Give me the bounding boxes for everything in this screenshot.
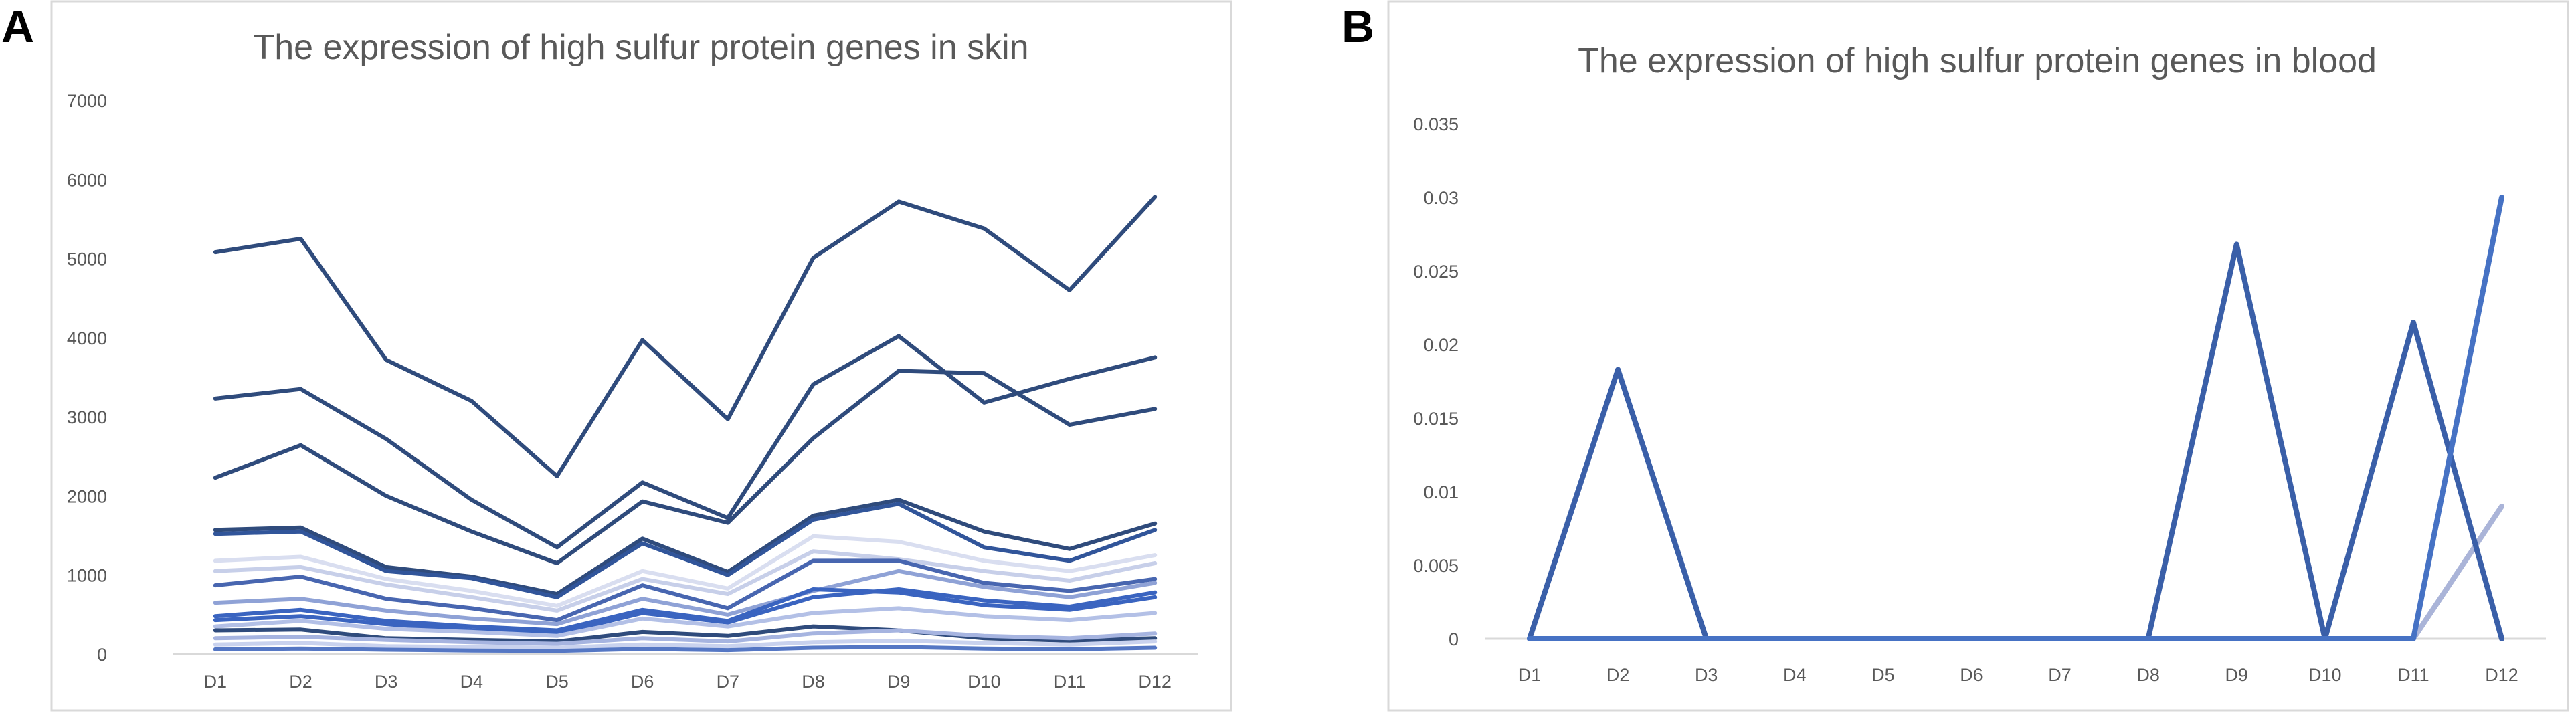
chart-skin: The expression of high sulfur protein ge… <box>67 28 1198 692</box>
blood-y-tick-label: 0.02 <box>1423 335 1459 355</box>
blood-x-tick-label: D11 <box>2397 665 2429 685</box>
blood-x-tick-label: D3 <box>1695 665 1718 685</box>
skin-series-line-s7 <box>213 549 1158 613</box>
skin-x-tick-label: D3 <box>375 672 398 692</box>
skin-x-tick-label: D5 <box>545 672 569 692</box>
blood-y-tick-label: 0.015 <box>1413 409 1459 429</box>
skin-series-line-s6 <box>213 534 1158 608</box>
skin-x-tick-label: D6 <box>631 672 654 692</box>
blood-x-tick-label: D5 <box>1871 665 1895 685</box>
panel-label-b: B <box>1342 1 1375 52</box>
blood-x-tick-label: D10 <box>2308 665 2342 685</box>
skin-y-tick-label: 2000 <box>67 486 107 506</box>
skin-series-line-s2 <box>213 334 1158 550</box>
skin-series-line-s10 <box>213 587 1158 633</box>
skin-series-line-s8 <box>213 558 1158 623</box>
skin-y-tick-label: 5000 <box>67 249 107 270</box>
skin-x-tick-label: D8 <box>802 672 825 692</box>
skin-series-line-s5 <box>213 502 1158 599</box>
blood-x-tick-label: D7 <box>2048 665 2072 685</box>
skin-series-line-s9 <box>213 569 1158 627</box>
blood-y-tick-label: 0.03 <box>1423 188 1459 208</box>
skin-series-line-s14 <box>213 628 1158 646</box>
skin-series-line-s12 <box>213 606 1158 638</box>
skin-y-tick-label: 7000 <box>67 91 107 111</box>
blood-y-tick-label: 0.025 <box>1413 262 1459 282</box>
skin-series-line-s13 <box>213 624 1158 644</box>
blood-series-line-b3 <box>1527 195 2504 641</box>
skin-x-tick-label: D11 <box>1054 672 1086 692</box>
skin-series-line-s3 <box>213 369 1158 565</box>
skin-series-line-s4 <box>213 498 1158 597</box>
blood-x-tick-label: D9 <box>2225 665 2248 685</box>
skin-y-tick-label: 6000 <box>67 170 107 190</box>
skin-y-tick-label: 3000 <box>67 407 107 427</box>
skin-y-tick-label: 0 <box>97 645 107 665</box>
skin-series-line-s15 <box>213 638 1158 650</box>
chart-blood: The expression of high sulfur protein ge… <box>1413 41 2546 685</box>
skin-x-tick-label: D10 <box>968 672 1001 692</box>
skin-x-tick-label: D1 <box>204 672 227 692</box>
blood-x-tick-label: D1 <box>1518 665 1542 685</box>
blood-chart-title: The expression of high sulfur protein ge… <box>1578 41 2377 80</box>
blood-y-tick-label: 0.035 <box>1413 114 1459 134</box>
blood-y-tick-label: 0.005 <box>1413 556 1459 576</box>
skin-x-tick-label: D12 <box>1138 672 1172 692</box>
skin-series-line-s16 <box>213 645 1158 653</box>
blood-x-tick-label: D6 <box>1960 665 1983 685</box>
skin-x-tick-label: D7 <box>717 672 740 692</box>
blood-x-tick-label: D2 <box>1606 665 1630 685</box>
skin-chart-title: The expression of high sulfur protein ge… <box>253 28 1028 67</box>
blood-y-tick-label: 0 <box>1449 629 1459 649</box>
skin-series-line-s1 <box>213 195 1158 478</box>
skin-y-tick-label: 1000 <box>67 566 107 586</box>
skin-x-tick-label: D4 <box>460 672 484 692</box>
blood-x-tick-label: D4 <box>1783 665 1807 685</box>
blood-x-tick-label: D8 <box>2136 665 2160 685</box>
blood-x-tick-label: D12 <box>2485 665 2518 685</box>
skin-series-line-s11 <box>213 587 1158 636</box>
blood-y-tick-label: 0.01 <box>1423 482 1459 502</box>
skin-y-tick-label: 4000 <box>67 328 107 348</box>
skin-x-tick-label: D9 <box>887 672 911 692</box>
skin-x-tick-label: D2 <box>289 672 312 692</box>
chart-b-border <box>1387 0 2569 712</box>
panel-label-a: A <box>1 1 35 52</box>
